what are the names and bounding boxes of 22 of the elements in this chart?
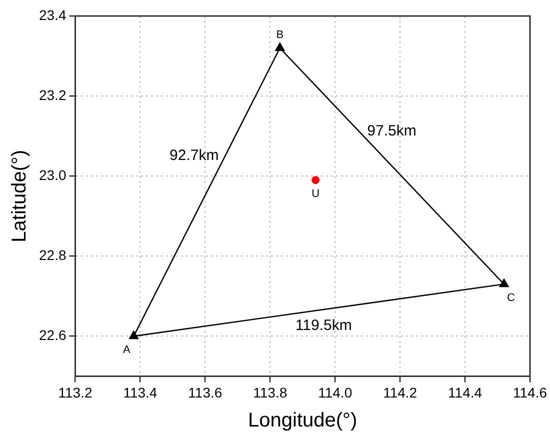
annotation: 119.5km (295, 317, 352, 334)
y-axis-title: Latitude(°) (8, 150, 31, 242)
y-tick-label: 23.0 (39, 166, 66, 183)
annotation: C (507, 292, 516, 304)
x-tick-label: 113.4 (123, 384, 158, 400)
y-tick-label: 22.6 (39, 327, 66, 344)
x-tick-label: 113.6 (188, 384, 222, 400)
annotation: A (123, 344, 132, 356)
y-tick-label: 23.4 (39, 6, 66, 23)
annotation: 92.7km (170, 147, 219, 164)
y-tick-label: 22.8 (39, 246, 66, 263)
x-axis-title: Longitude(°) (248, 410, 358, 432)
x-tick-label: 114.0 (318, 384, 352, 400)
x-tick-label: 113.8 (253, 384, 288, 400)
annotation: U (312, 188, 320, 200)
y-tick-label: 23.2 (39, 86, 66, 103)
annotation: B (276, 29, 284, 42)
x-tick-label: 113.2 (58, 384, 92, 400)
x-tick-label: 114.2 (383, 384, 418, 400)
annotation: 97.5km (367, 122, 416, 140)
x-tick-label: 114.6 (513, 384, 548, 400)
x-tick-label: 114.4 (448, 384, 482, 400)
